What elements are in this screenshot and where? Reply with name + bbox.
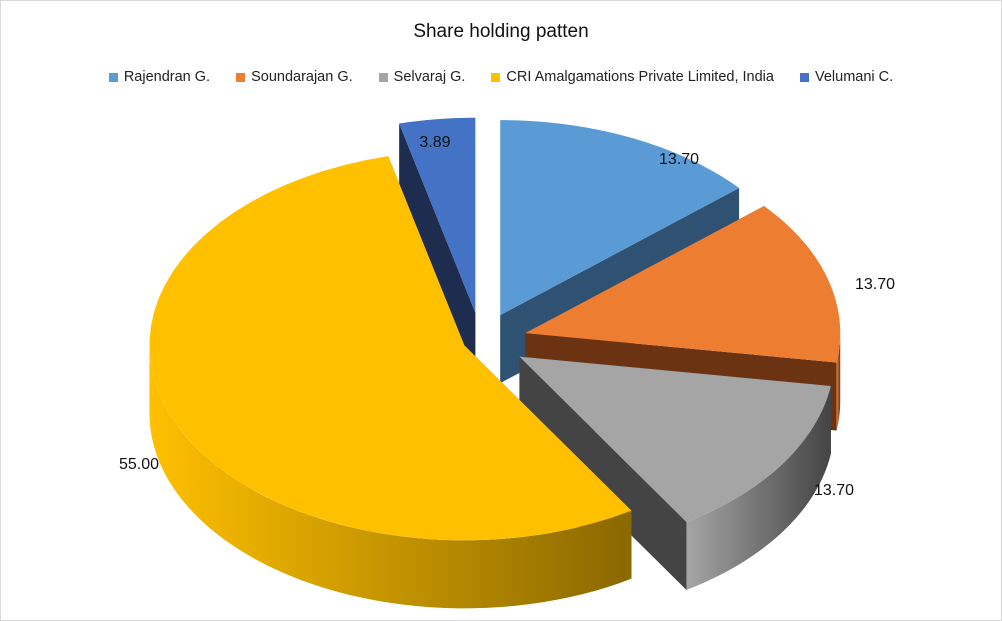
legend-item: CRI Amalgamations Private Limited, India	[491, 69, 774, 85]
legend-label: Selvaraj G.	[393, 69, 466, 85]
pie-slice	[519, 356, 831, 522]
legend-swatch	[799, 72, 809, 82]
pie-slice	[525, 206, 841, 363]
data-label: 55.00	[119, 456, 159, 473]
pie-slice	[500, 120, 740, 316]
legend: Rajendran G. Soundarajan G. Selvaraj G. CRI…	[1, 69, 1001, 85]
chart-title: Share holding patten	[413, 21, 589, 42]
pie-slice-side	[399, 123, 476, 381]
legend-item: Selvaraj G.	[378, 69, 466, 85]
legend-item: Soundarajan G.	[236, 69, 353, 85]
data-label: 13.70	[814, 482, 854, 499]
legend-label: Velumani C.	[814, 69, 894, 85]
data-label: 3.89	[419, 134, 450, 151]
legend-item: Velumani C.	[799, 69, 894, 85]
legend-swatch	[378, 72, 388, 82]
pie-slice-wall	[686, 385, 831, 590]
data-label: 13.70	[659, 151, 699, 168]
legend-swatch	[491, 72, 501, 82]
pie-slice-wall	[836, 333, 841, 431]
legend-item: Rajendran G.	[108, 69, 211, 85]
pie-slice	[149, 156, 632, 541]
legend-swatch	[236, 72, 246, 82]
pie-slice-side	[519, 356, 687, 590]
pie-slice-wall	[149, 345, 632, 609]
legend-label: Rajendran G.	[123, 69, 211, 85]
legend-label: CRI Amalgamations Private Limited, India	[506, 69, 774, 85]
pie-slice	[399, 117, 476, 313]
legend-swatch	[108, 72, 118, 82]
legend-label: Soundarajan G.	[251, 69, 353, 85]
data-label: 13.70	[855, 276, 895, 293]
